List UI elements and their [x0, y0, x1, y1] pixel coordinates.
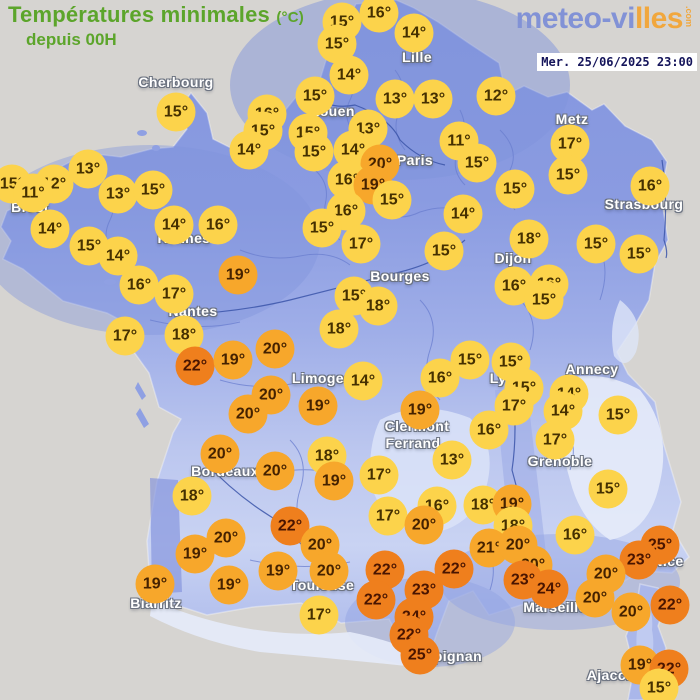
temp-bubble: 18° [358, 286, 398, 326]
city-label: Cherbourg [138, 74, 214, 90]
datetime-badge: Mer. 25/06/2025 23:00 [537, 53, 697, 71]
temp-bubble: 15° [133, 170, 173, 210]
city-label: Bourges [370, 268, 430, 284]
temp-bubble: 20° [611, 592, 651, 632]
temp-bubble: 15° [495, 169, 535, 209]
logo-blue-part: meteo-vi [515, 2, 636, 35]
temp-bubble: 19° [298, 386, 338, 426]
temp-bubble: 16° [119, 265, 159, 305]
city-label: Ferrand [385, 435, 441, 451]
temp-bubble: 21° [469, 528, 509, 568]
temp-bubble: 19° [209, 565, 249, 605]
temp-bubble: 20° [255, 451, 295, 491]
temp-bubble: 19° [314, 461, 354, 501]
temp-bubble: 20° [404, 505, 444, 545]
temp-bubble: 19° [175, 534, 215, 574]
temp-bubble: 18° [319, 309, 359, 349]
temp-bubble: 14° [154, 205, 194, 245]
temp-bubble: 20° [255, 329, 295, 369]
temp-bubble: 14° [343, 361, 383, 401]
temp-bubble: 16° [630, 166, 670, 206]
page-title: Températures minimales (°C) [8, 2, 304, 28]
logo-com-suffix: .com [684, 6, 694, 28]
logo-orange-part: lles [634, 2, 684, 35]
temp-bubble: 15° [639, 668, 679, 700]
temp-bubble: 15° [548, 155, 588, 195]
temp-bubble: 17° [154, 274, 194, 314]
temp-bubble: 25° [400, 635, 440, 675]
temp-bubble: 15° [450, 340, 490, 380]
temp-bubble: 23° [619, 540, 659, 580]
temp-bubble: 17° [535, 420, 575, 460]
temp-bubble: 22° [270, 506, 310, 546]
temp-bubble: 17° [299, 595, 339, 635]
temp-bubble: 17° [341, 224, 381, 264]
temp-bubble: 19° [218, 255, 258, 295]
temp-bubble: 15° [372, 180, 412, 220]
temp-bubble: 22° [175, 346, 215, 386]
temp-bubble: 14° [30, 209, 70, 249]
temp-bubble: 18° [172, 476, 212, 516]
temp-bubble: 16° [555, 515, 595, 555]
temp-bubble: 14° [229, 130, 269, 170]
temp-bubble: 24° [529, 569, 569, 609]
meteo-villes-logo[interactable]: meteo-vi lles .com [516, 2, 694, 36]
temp-bubble: 20° [575, 578, 615, 618]
temp-bubble: 15° [576, 224, 616, 264]
city-label: Lille [401, 49, 433, 65]
city-label: Limoges [291, 370, 353, 386]
temp-bubble: 15° [619, 234, 659, 274]
temp-bubble: 15° [424, 231, 464, 271]
temp-bubble: 19° [258, 551, 298, 591]
temp-bubble: 18° [509, 219, 549, 259]
temp-bubble: 19° [213, 340, 253, 380]
temp-bubble: 15° [598, 395, 638, 435]
temp-bubble: 14° [394, 13, 434, 53]
temp-bubble: 20° [309, 551, 349, 591]
temp-bubble: 15° [524, 280, 564, 320]
temp-bubble: 22° [356, 580, 396, 620]
temp-bubble: 15° [295, 76, 335, 116]
city-label: Annecy [565, 361, 619, 377]
temp-bubble: 11° [13, 173, 53, 213]
islands [104, 130, 160, 428]
temp-bubble: 15° [588, 469, 628, 509]
temp-bubble: 15° [457, 143, 497, 183]
city-label: Paris [396, 152, 434, 168]
temp-bubble: 15° [302, 208, 342, 248]
temp-bubble: 13° [375, 79, 415, 119]
temp-bubble: 13° [432, 440, 472, 480]
temp-bubble: 17° [359, 455, 399, 495]
temp-bubble: 16° [359, 0, 399, 33]
temp-bubble: 19° [400, 390, 440, 430]
title-text: Températures minimales [8, 2, 270, 27]
temp-bubble: 14° [443, 194, 483, 234]
title-unit: (°C) [276, 9, 304, 26]
temp-bubble: 15° [294, 132, 334, 172]
temp-bubble: 17° [105, 316, 145, 356]
temp-bubble: 12° [476, 76, 516, 116]
temp-bubble: 15° [156, 92, 196, 132]
city-label: Metz [555, 111, 589, 127]
temp-bubble: 14° [98, 236, 138, 276]
temp-bubble: 20° [228, 394, 268, 434]
temp-bubble: 22° [650, 585, 690, 625]
temp-bubble: 16° [469, 410, 509, 450]
temp-bubble: 14° [329, 55, 369, 95]
temp-bubble: 19° [135, 564, 175, 604]
temp-bubble: 13° [413, 79, 453, 119]
page-subtitle: depuis 00H [26, 30, 117, 49]
city-label: Grenoble [527, 453, 593, 469]
temp-bubble: 15° [317, 24, 357, 64]
temp-bubble: 13° [98, 174, 138, 214]
temp-bubble: 18° [164, 315, 204, 355]
temp-bubble: 16° [198, 205, 238, 245]
temp-bubble: 17° [368, 496, 408, 536]
temp-bubble: 20° [200, 434, 240, 474]
